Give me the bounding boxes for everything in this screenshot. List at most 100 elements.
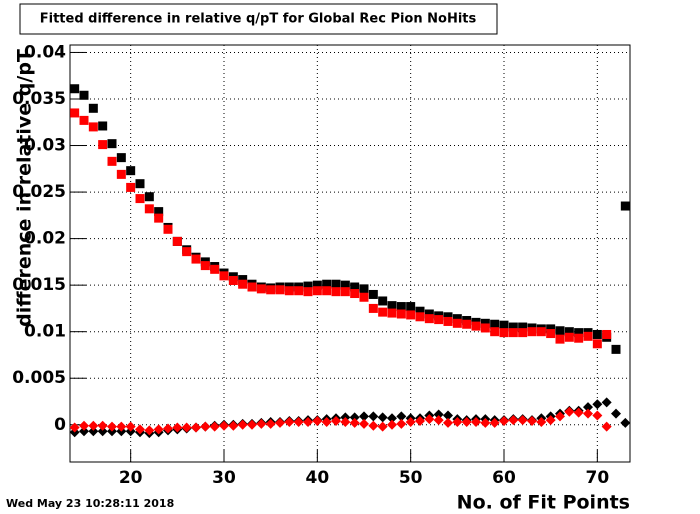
y-tick-label: 0.02 <box>24 229 66 249</box>
square-marker <box>312 280 322 290</box>
diamond-marker <box>88 420 99 431</box>
diamond-marker <box>424 414 435 425</box>
diamond-marker <box>359 418 369 429</box>
diamond-marker <box>592 410 603 421</box>
square-marker <box>322 279 332 289</box>
y-tick-label: 0.005 <box>12 368 66 388</box>
diamond-marker <box>583 408 593 419</box>
square-marker <box>452 314 462 324</box>
diamond-marker <box>583 402 593 413</box>
diamond-marker <box>79 420 89 431</box>
x-axis-label: No. of Fit Points <box>457 492 630 514</box>
diamond-marker <box>461 416 472 427</box>
square-marker <box>238 279 248 289</box>
diamond-marker <box>69 422 80 433</box>
diamond-marker <box>545 415 556 426</box>
square-marker <box>331 287 341 297</box>
square-marker <box>172 236 182 246</box>
diamond-marker <box>611 408 621 419</box>
square-marker <box>592 339 602 349</box>
diamond-marker <box>200 421 211 432</box>
square-marker <box>126 166 136 176</box>
square-marker <box>350 289 360 299</box>
diamond-marker <box>377 412 388 423</box>
x-tick-label: 30 <box>212 468 236 488</box>
diamond-marker <box>284 416 295 427</box>
square-marker <box>144 204 154 214</box>
square-marker <box>396 309 406 319</box>
diamond-marker <box>601 421 612 432</box>
y-tick-label: 0.015 <box>12 275 66 295</box>
square-marker <box>256 284 266 294</box>
diamond-marker <box>209 421 220 432</box>
x-tick-label: 70 <box>585 468 609 488</box>
diamond-marker <box>107 421 117 432</box>
diamond-marker <box>88 426 99 437</box>
square-marker <box>508 322 518 332</box>
diamond-marker <box>256 418 267 429</box>
square-marker <box>583 331 593 341</box>
square-marker <box>200 261 210 271</box>
diamond-marker <box>592 399 603 410</box>
square-marker <box>415 312 425 322</box>
square-marker <box>182 247 192 257</box>
square-marker <box>98 140 108 150</box>
diamond-marker <box>573 407 584 418</box>
square-marker <box>406 302 416 312</box>
diamond-marker <box>144 425 155 436</box>
square-marker <box>564 327 574 337</box>
square-marker <box>555 334 565 344</box>
diamond-marker <box>135 424 145 435</box>
square-marker <box>79 90 89 100</box>
diamond-marker <box>527 416 537 427</box>
diamond-marker <box>433 409 444 420</box>
square-marker <box>396 302 406 312</box>
square-marker <box>546 329 556 339</box>
square-marker <box>70 108 80 118</box>
square-marker <box>490 327 500 337</box>
square-marker <box>368 303 378 313</box>
square-marker <box>88 122 98 132</box>
diamond-marker <box>349 412 360 423</box>
diamond-marker <box>153 424 164 435</box>
diamond-marker <box>340 416 351 427</box>
diamond-marker <box>349 417 360 428</box>
square-marker <box>135 179 145 189</box>
y-tick-label: 0.04 <box>24 42 66 62</box>
diamond-marker <box>293 416 304 427</box>
square-marker <box>98 121 108 131</box>
square-marker <box>499 328 509 338</box>
square-marker <box>266 285 276 295</box>
diamond-marker <box>303 416 313 427</box>
square-marker <box>350 282 360 292</box>
square-marker <box>574 328 584 338</box>
diamond-marker <box>181 422 192 433</box>
diamond-marker <box>79 426 89 437</box>
square-marker <box>340 287 350 297</box>
square-marker <box>518 328 528 338</box>
square-marker <box>415 306 425 316</box>
square-marker <box>527 327 537 337</box>
square-marker <box>490 319 500 329</box>
square-marker <box>536 327 546 337</box>
square-marker <box>499 320 509 330</box>
x-tick-label: 40 <box>305 468 329 488</box>
x-tick-label: 50 <box>399 468 423 488</box>
square-marker <box>480 318 490 328</box>
square-marker <box>359 284 369 294</box>
diamond-marker <box>265 418 276 429</box>
diamond-marker <box>275 417 285 428</box>
diamond-marker <box>116 421 127 432</box>
square-marker <box>107 139 117 149</box>
diamond-marker <box>228 420 239 431</box>
diamond-marker <box>359 411 369 422</box>
title-box <box>19 3 498 35</box>
diamond-marker <box>443 417 453 428</box>
diamond-marker <box>396 411 407 422</box>
square-marker <box>228 275 238 285</box>
diamond-marker <box>396 418 407 429</box>
square-marker <box>144 192 154 202</box>
diamond-marker <box>508 415 519 426</box>
diamond-marker <box>433 415 444 426</box>
square-marker <box>340 280 350 290</box>
